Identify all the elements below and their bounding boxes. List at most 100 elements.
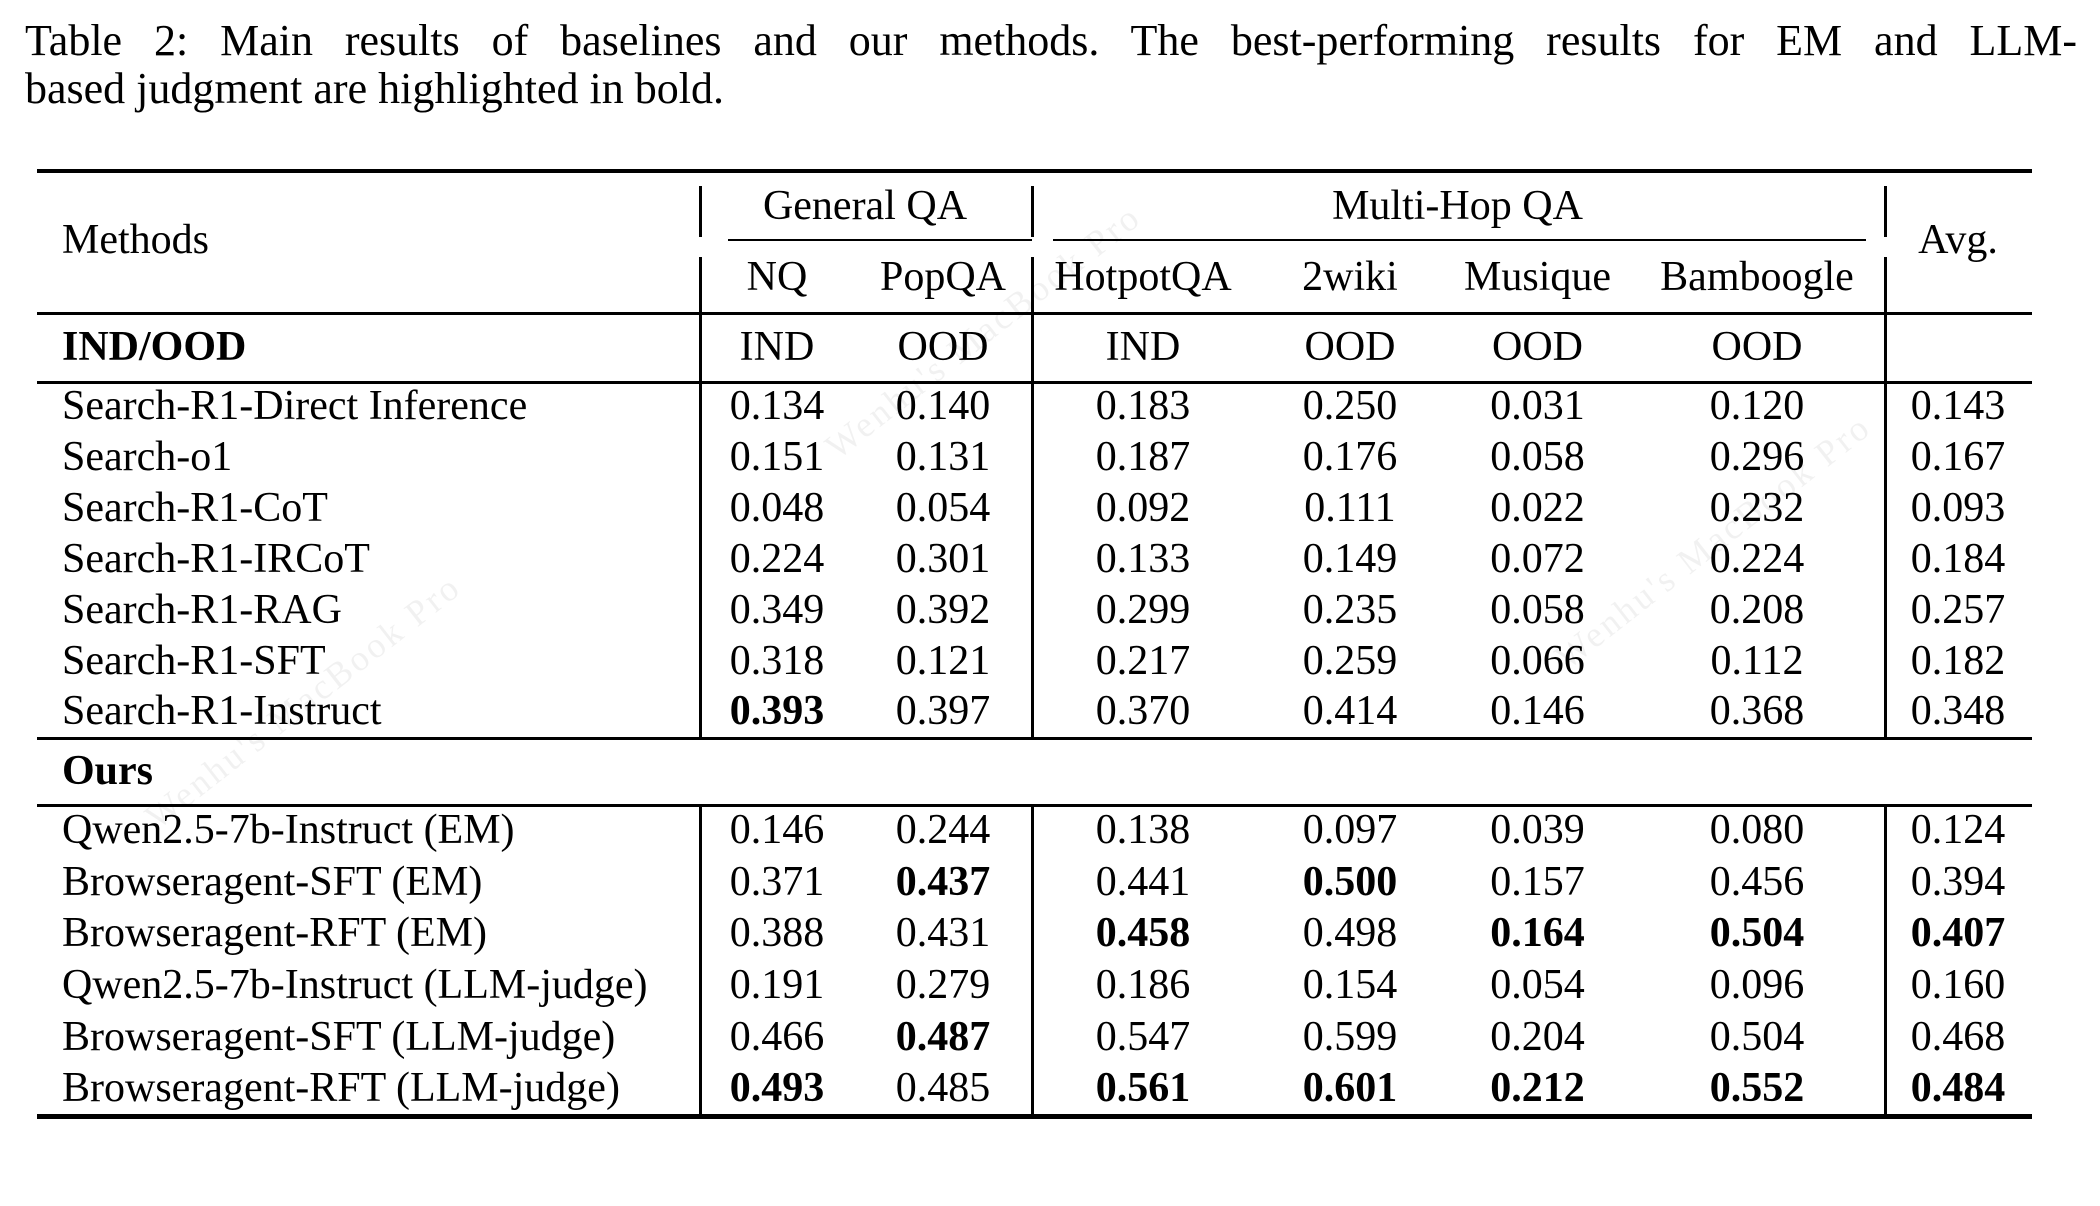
table-row: Search-R1-CoT 0.048 0.054 0.092 0.111 0.022 0.… [37, 483, 2032, 533]
value-cell: 0.031 [1490, 383, 1585, 429]
value-cell: 0.187 [1095, 434, 1191, 480]
value-cell: 0.133 [1095, 536, 1191, 582]
method-name: Browseragent-RFT (EM) [62, 910, 487, 956]
value-cell: 0.437 [895, 859, 991, 905]
table-rule-baselines-bottom [37, 737, 2032, 740]
value-cell: 0.124 [1910, 807, 2006, 853]
ours-section-label: Ours [62, 748, 154, 794]
value-cell: 0.054 [895, 485, 991, 531]
value-cell: 0.257 [1910, 587, 2006, 633]
value-cell: 0.466 [729, 1014, 825, 1060]
method-name: Search-R1-RAG [62, 587, 342, 633]
value-cell: 0.224 [729, 536, 825, 582]
ind-ood-cell: IND [1105, 324, 1181, 370]
value-cell: 0.072 [1490, 536, 1585, 582]
column-header-2wiki: 2wiki [1302, 254, 1398, 300]
value-cell: 0.204 [1490, 1014, 1585, 1060]
value-cell: 0.140 [895, 383, 991, 429]
value-cell: 0.191 [729, 962, 825, 1008]
value-cell: 0.131 [895, 434, 991, 480]
value-cell: 0.388 [729, 910, 825, 956]
value-cell: 0.407 [1910, 910, 2006, 956]
table-row: Search-R1-Instruct 0.393 0.397 0.370 0.414 0.… [37, 686, 2032, 736]
method-name: Qwen2.5-7b-Instruct (LLM-judge) [62, 962, 648, 1008]
table-row: Qwen2.5-7b-Instruct (EM) 0.146 0.244 0.138 0… [37, 805, 2032, 855]
group-header-multihop-qa: Multi-Hop QA [1332, 183, 1583, 229]
ind-ood-label: IND/OOD [62, 324, 247, 370]
value-cell: 0.134 [729, 383, 825, 429]
value-cell: 0.397 [895, 688, 991, 734]
value-cell: 0.259 [1302, 638, 1398, 684]
value-cell: 0.599 [1302, 1014, 1398, 1060]
table-row: Browseragent-SFT (LLM-judge) 0.466 0.487 0.… [37, 1012, 2032, 1062]
method-name: Search-R1-Direct Inference [62, 383, 528, 429]
avg-header: Avg. [1918, 217, 1998, 263]
vertical-separator [699, 186, 702, 237]
value-cell: 0.498 [1302, 910, 1398, 956]
value-cell: 0.487 [895, 1014, 991, 1060]
value-cell: 0.392 [895, 587, 991, 633]
ind-ood-cell: OOD [1304, 324, 1396, 370]
table-row: Search-R1-RAG 0.349 0.392 0.299 0.235 0.058 0.… [37, 585, 2032, 635]
value-cell: 0.151 [729, 434, 825, 480]
vertical-separator [1884, 186, 1887, 237]
column-header-nq: NQ [746, 254, 808, 300]
vertical-separator [1031, 186, 1034, 237]
value-cell: 0.217 [1095, 638, 1191, 684]
column-header-hotpotqa: HotpotQA [1054, 254, 1232, 300]
value-cell: 0.022 [1490, 485, 1585, 531]
value-cell: 0.414 [1302, 688, 1398, 734]
vertical-separator [1031, 257, 1034, 737]
method-name: Search-R1-Instruct [62, 688, 382, 734]
ind-ood-cell: OOD [1711, 324, 1803, 370]
value-cell: 0.318 [729, 638, 825, 684]
vertical-separator [699, 804, 702, 1114]
value-cell: 0.120 [1709, 383, 1805, 429]
value-cell: 0.394 [1910, 859, 2006, 905]
value-cell: 0.054 [1490, 962, 1585, 1008]
vertical-separator [1031, 804, 1034, 1114]
value-cell: 0.468 [1910, 1014, 2006, 1060]
table-row: Browseragent-SFT (EM) 0.371 0.437 0.441 0.50… [37, 857, 2032, 907]
method-name: Search-o1 [62, 434, 233, 480]
method-name: Browseragent-RFT (LLM-judge) [62, 1065, 620, 1111]
table-row: Search-R1-Direct Inference 0.134 0.140 0.18… [37, 381, 2032, 431]
column-header-bamboogle: Bamboogle [1660, 254, 1854, 300]
table-rule-header-bottom [37, 312, 2032, 315]
method-name: Browseragent-SFT (LLM-judge) [62, 1014, 616, 1060]
value-cell: 0.093 [1910, 485, 2006, 531]
vertical-separator [1884, 257, 1887, 737]
value-cell: 0.143 [1910, 383, 2006, 429]
value-cell: 0.121 [895, 638, 991, 684]
value-cell: 0.561 [1095, 1065, 1191, 1111]
value-cell: 0.393 [729, 688, 825, 734]
value-cell: 0.235 [1302, 587, 1398, 633]
value-cell: 0.146 [729, 807, 825, 853]
value-cell: 0.349 [729, 587, 825, 633]
value-cell: 0.167 [1910, 434, 2006, 480]
value-cell: 0.097 [1302, 807, 1398, 853]
value-cell: 0.368 [1709, 688, 1805, 734]
value-cell: 0.431 [895, 910, 991, 956]
table-rule-indood-bottom [37, 381, 2032, 384]
method-name: Search-R1-SFT [62, 638, 326, 684]
value-cell: 0.485 [895, 1065, 991, 1111]
value-cell: 0.458 [1095, 910, 1191, 956]
vertical-separator [699, 257, 702, 737]
value-cell: 0.039 [1490, 807, 1585, 853]
value-cell: 0.301 [895, 536, 991, 582]
value-cell: 0.504 [1709, 1014, 1805, 1060]
value-cell: 0.370 [1095, 688, 1191, 734]
methods-header: Methods [62, 217, 209, 263]
ind-ood-cell: OOD [1492, 324, 1583, 370]
value-cell: 0.348 [1910, 688, 2006, 734]
value-cell: 0.244 [895, 807, 991, 853]
vertical-separator [1884, 804, 1887, 1114]
value-cell: 0.164 [1490, 910, 1585, 956]
value-cell: 0.176 [1302, 434, 1398, 480]
table-row: Browseragent-RFT (EM) 0.388 0.431 0.458 0.49… [37, 908, 2032, 958]
ind-ood-row: IND/OOD IND OOD IND OOD OOD OOD [37, 322, 2032, 372]
table-row: Search-R1-SFT 0.318 0.121 0.217 0.259 0.066 0.… [37, 636, 2032, 686]
value-cell: 0.186 [1095, 962, 1191, 1008]
